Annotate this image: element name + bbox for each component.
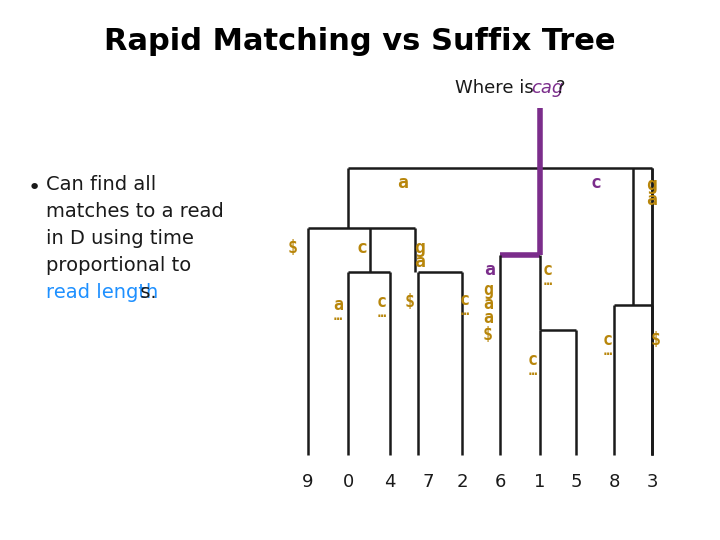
Text: a: a (397, 174, 408, 192)
Text: ⋯: ⋯ (544, 277, 552, 291)
Text: g: g (415, 239, 426, 257)
Text: c: c (460, 291, 470, 309)
Text: 9: 9 (302, 473, 314, 491)
Text: $: $ (651, 331, 661, 349)
Text: ⋯: ⋯ (604, 347, 612, 361)
Text: ?: ? (556, 79, 565, 97)
Text: 5: 5 (570, 473, 582, 491)
Text: $: $ (405, 293, 415, 311)
Text: c: c (528, 351, 538, 369)
Text: proportional to: proportional to (46, 256, 192, 275)
Text: 7: 7 (422, 473, 433, 491)
Text: c: c (543, 261, 553, 279)
Text: matches to a read: matches to a read (46, 202, 224, 221)
Text: •: • (28, 178, 41, 198)
Text: ⋯: ⋯ (334, 312, 342, 326)
Text: 8: 8 (608, 473, 620, 491)
Text: Rapid Matching vs Suffix Tree: Rapid Matching vs Suffix Tree (104, 28, 616, 57)
Text: c: c (603, 331, 613, 349)
Text: c: c (590, 174, 601, 192)
Text: $: $ (288, 239, 298, 257)
Text: Can find all: Can find all (46, 175, 156, 194)
Text: ⋯: ⋯ (461, 307, 469, 321)
Text: read length: read length (46, 283, 158, 302)
Text: a: a (483, 295, 493, 313)
Text: s.: s. (134, 283, 157, 302)
Text: cag: cag (531, 79, 563, 97)
Text: 4: 4 (384, 473, 396, 491)
Text: 0: 0 (343, 473, 354, 491)
Text: a: a (333, 296, 343, 314)
Text: c: c (377, 293, 387, 311)
Text: a: a (647, 191, 657, 209)
Text: g: g (483, 281, 493, 299)
Text: $: $ (483, 326, 493, 344)
Text: 1: 1 (534, 473, 546, 491)
Text: g: g (647, 176, 657, 194)
Text: 6: 6 (495, 473, 505, 491)
Text: c: c (356, 239, 367, 257)
Text: 3: 3 (647, 473, 658, 491)
Text: Where is: Where is (455, 79, 539, 97)
Text: in D using time: in D using time (46, 229, 194, 248)
Text: a: a (483, 309, 493, 327)
Text: a: a (415, 253, 426, 271)
Text: ⋯: ⋯ (528, 367, 537, 381)
Text: ⋯: ⋯ (378, 309, 386, 323)
Text: a: a (485, 261, 495, 279)
Text: 2: 2 (456, 473, 468, 491)
